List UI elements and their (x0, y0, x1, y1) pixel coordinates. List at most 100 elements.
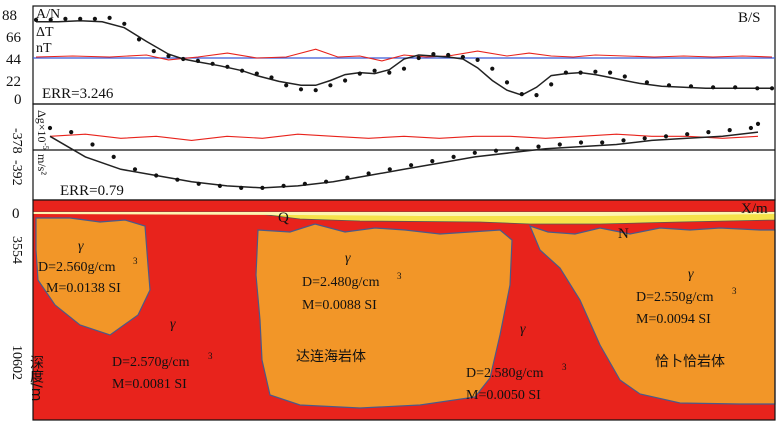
observed-point (711, 85, 716, 90)
observed-point (175, 177, 180, 182)
cover-layer-pale (33, 212, 775, 216)
observed-point (284, 83, 289, 88)
observed-point (63, 16, 68, 21)
observed-point (324, 179, 329, 184)
observed-point (387, 167, 392, 172)
observed-point (534, 93, 539, 98)
depth-tick: 0 (12, 206, 20, 222)
magnetic-y-tick: 0 (14, 92, 22, 108)
observed-point (122, 21, 127, 26)
observed-point (151, 49, 156, 54)
body-density-superscript: 3 (732, 286, 737, 296)
body-label-host-left: γ D=2.570g/cm 3 M=0.0081 SI (112, 317, 213, 392)
observed-point (269, 75, 274, 80)
body-density: D=2.480g/cm (302, 275, 380, 290)
observed-point (663, 134, 669, 139)
intrusion-body-left (35, 217, 151, 336)
body-magnetization: M=0.0094 SI (636, 312, 711, 327)
observed-point (47, 125, 53, 131)
gravity-calculated-series (49, 131, 759, 189)
observed-point (490, 66, 495, 71)
observed-point (578, 70, 583, 75)
body-label-host-right: γ D=2.580g/cm 3 M=0.0050 SI (466, 322, 567, 403)
magnetic-ylabel-line: A/N (36, 7, 60, 22)
layer-label-n: N (618, 226, 629, 242)
depth-axis-label: 深度/m (28, 355, 44, 401)
gravity-residual-series (49, 133, 759, 141)
body-label-dalianhai: γ D=2.480g/cm 3 M=0.0088 SI 达连海岩体 (296, 251, 402, 365)
gravity-panel: -378 -392 Δg×10 -5 m/s² ERR=0.79 (9, 103, 776, 201)
gravity-ylabel-line: m/s² (35, 154, 49, 175)
observed-point (298, 87, 304, 92)
geologic-section-panel: X/m Q N 0 3554 10602 深度/m γ D=2.560g/cm … (9, 199, 776, 421)
observed-point (431, 52, 436, 57)
observed-point (416, 55, 421, 61)
observed-point (451, 154, 456, 159)
body-symbol: γ (170, 317, 176, 332)
observed-point (196, 181, 201, 186)
body-label-left: γ D=2.560g/cm 3 M=0.0138 SI (38, 239, 138, 296)
gravity-observed-series (47, 121, 761, 190)
observed-point (78, 16, 83, 21)
gravity-y-tick-labels: -378 -392 (9, 128, 24, 186)
observed-point (217, 183, 222, 188)
body-density: D=2.560g/cm (38, 260, 116, 275)
observed-point (357, 71, 362, 76)
observed-point (755, 86, 760, 91)
magnetic-y-tick: 22 (6, 74, 21, 90)
residual-curve (49, 133, 759, 141)
observed-point (107, 15, 112, 20)
observed-point (666, 83, 672, 88)
observed-point (401, 66, 407, 71)
body-name: 恰卜恰岩体 (655, 354, 725, 370)
observed-point (313, 88, 318, 93)
observed-point (33, 17, 39, 22)
gravity-panel-frame (32, 103, 776, 201)
observed-point (48, 17, 53, 22)
observed-point (549, 82, 554, 87)
body-symbol: γ (688, 267, 694, 282)
observed-point (748, 125, 754, 131)
observed-point (281, 183, 286, 188)
magnetic-corner-label: B/S (738, 10, 761, 26)
observed-point (302, 181, 307, 186)
observed-point (706, 130, 711, 135)
observed-point (343, 78, 348, 83)
observed-point (644, 80, 650, 85)
magnetic-ylabel-line: nT (36, 41, 52, 56)
body-magnetization: M=0.0050 SI (466, 388, 541, 403)
observed-point (642, 136, 647, 141)
observed-point (136, 37, 142, 42)
observed-point (475, 57, 480, 63)
observed-point (460, 54, 465, 60)
magnetic-observed-series (33, 15, 775, 98)
observed-point (515, 146, 520, 151)
layer-label-q: Q (278, 210, 289, 226)
observed-point (92, 16, 97, 21)
observed-point (493, 148, 499, 153)
body-density-superscript: 3 (208, 351, 213, 361)
observed-point (769, 86, 775, 91)
observed-point (210, 61, 215, 66)
observed-point (132, 167, 138, 172)
depth-tick: 3554 (9, 236, 24, 264)
observed-point (519, 92, 524, 97)
body-symbol: γ (78, 239, 84, 254)
body-name: 达连海岩体 (296, 349, 366, 365)
magnetic-panel: 88 66 44 22 0 A/N ΔT nT B/S ERR=3.246 (2, 5, 776, 108)
observed-point (536, 144, 541, 149)
intrusion-body-central (255, 223, 513, 409)
geologic-section-frame (32, 199, 776, 421)
magnetic-y-tick: 44 (6, 52, 22, 68)
observed-point (557, 142, 562, 147)
observed-point (166, 53, 171, 59)
observed-point (621, 138, 626, 143)
observed-point (260, 185, 265, 190)
observed-point (593, 69, 598, 74)
body-density-superscript: 3 (133, 256, 138, 266)
gravity-ylabel-line: Δg×10 (35, 110, 49, 142)
body-density: D=2.550g/cm (636, 290, 714, 305)
observed-point (254, 71, 259, 76)
observed-point (446, 52, 451, 58)
body-magnetization: M=0.0088 SI (302, 298, 377, 313)
